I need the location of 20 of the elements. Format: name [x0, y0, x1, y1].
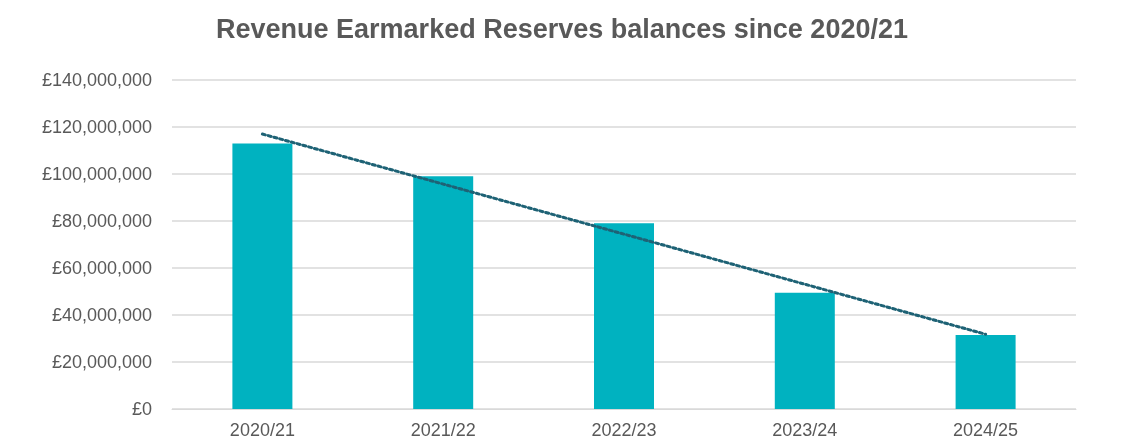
x-tick-label: 2021/22 — [410, 420, 476, 440]
y-tick-label: £80,000,000 — [51, 211, 152, 231]
y-tick-label: £40,000,000 — [51, 305, 152, 325]
chart-title: Revenue Earmarked Reserves balances since 2020/21 — [216, 13, 908, 44]
y-tick-label: £60,000,000 — [51, 258, 152, 278]
line-series — [260, 132, 988, 336]
y-tick-label: £120,000,000 — [41, 117, 152, 137]
x-tick-label: 2023/24 — [772, 420, 838, 440]
x-tick-label: 2020/21 — [229, 420, 295, 440]
bar — [594, 223, 654, 409]
x-tick-label: 2022/23 — [591, 420, 657, 440]
y-tick-label: £0 — [131, 399, 152, 419]
bar — [232, 143, 293, 409]
y-tick-label: £100,000,000 — [41, 164, 152, 184]
x-tick-label: 2024/25 — [953, 420, 1019, 440]
y-tick-label: £20,000,000 — [51, 352, 152, 372]
bar — [413, 176, 474, 409]
bar — [955, 334, 1016, 409]
bar — [774, 292, 835, 409]
y-tick-label: £140,000,000 — [41, 70, 152, 90]
